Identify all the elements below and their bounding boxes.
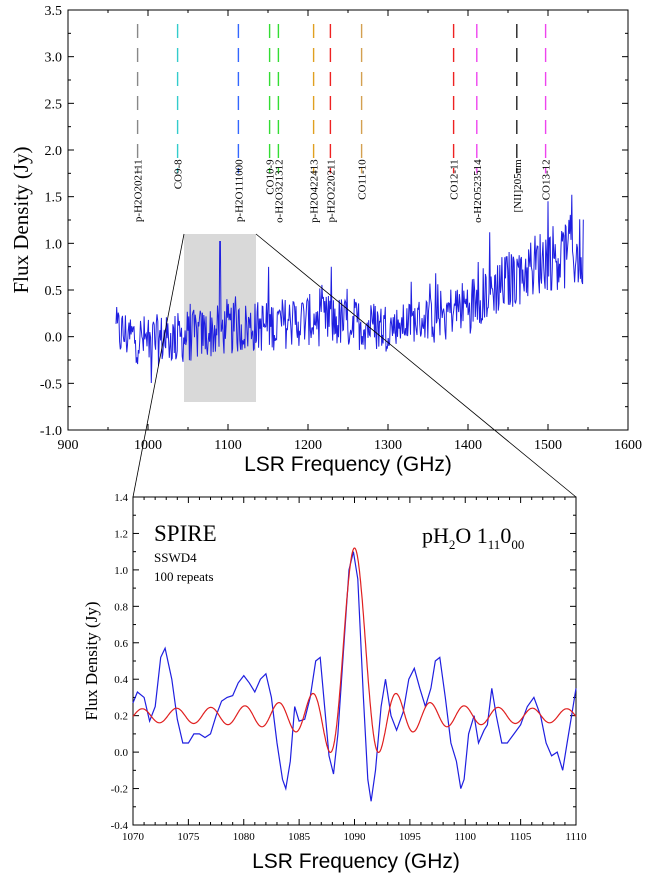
top-x-tick-label: 1500 <box>534 438 562 453</box>
top-y-tick-label: 3.0 <box>45 51 63 66</box>
top-x-axis-label: LSR Frequency (GHz) <box>244 453 452 476</box>
bottom-y-tick-label: -0.2 <box>111 784 128 796</box>
top-y-tick-label: 1.0 <box>45 237 63 252</box>
bottom-x-tick-label: 1110 <box>565 831 587 843</box>
zoom-connector-left <box>132 233 185 498</box>
top-x-tick-label: 1000 <box>134 438 162 453</box>
transition-label-o: O 1 <box>455 523 487 548</box>
top-y-ticks <box>68 9 628 431</box>
bottom-y-ticks <box>133 496 576 826</box>
top-y-tick-label: 1.5 <box>45 191 63 206</box>
spectral-line-label: p-H2O111000 <box>233 159 245 222</box>
model-profile-line <box>132 547 577 753</box>
bottom-x-ticks <box>132 497 577 825</box>
spectral-line-label: o-H2O523514 <box>472 159 484 223</box>
transition-label-sub00: 00 <box>511 537 524 552</box>
spectral-line-label: o-H2O321312 <box>273 159 285 223</box>
top-y-tick-label: 3.5 <box>45 4 63 19</box>
bottom-x-tick-label: 1080 <box>233 831 256 843</box>
bottom-x-tick-labels: 1070 1075 1080 1085 1090 1095 1100 1105 1110 <box>122 831 587 843</box>
spectral-line-label: [NII]205um <box>512 159 524 213</box>
spectral-line-label: p-H2O202111 <box>133 159 145 222</box>
top-y-tick-label: 0.0 <box>45 331 63 346</box>
bottom-x-tick-label: 1075 <box>177 831 200 843</box>
bottom-y-tick-label: 1.0 <box>114 565 128 577</box>
top-y-tick-label: 2.0 <box>45 144 63 159</box>
top-y-tick-label: 0.5 <box>45 284 63 299</box>
bottom-x-tick-label: 1085 <box>288 831 311 843</box>
bottom-y-tick-label: 0.6 <box>114 638 128 650</box>
spectral-line-label: p-H2O422413 <box>309 159 321 223</box>
top-x-tick-label: 900 <box>58 438 79 453</box>
instrument-label: SPIRE <box>154 521 217 546</box>
top-y-tick-labels: -1.0 -0.5 0.0 0.5 1.0 1.5 2.0 2.5 3.0 3.5 <box>40 4 62 439</box>
bottom-y-tick-label: 1.2 <box>114 528 128 540</box>
top-x-ticks <box>67 10 629 430</box>
transition-label-sub11: 11 <box>488 537 501 552</box>
spectral-line-label: p-H2O220211 <box>325 159 337 222</box>
top-x-tick-label: 1300 <box>374 438 402 453</box>
spectral-line-label: CO11-10 <box>357 159 369 200</box>
bottom-series <box>132 547 577 802</box>
transition-label-sub2: 2 <box>449 537 456 552</box>
bottom-y-tick-label: 1.4 <box>114 492 128 504</box>
bottom-panel: 1070 1075 1080 1085 1090 1095 1100 1105 1110 -0.… <box>82 492 587 873</box>
bottom-x-tick-label: 1090 <box>344 831 367 843</box>
top-y-axis-label: Flux Density (Jy) <box>9 146 33 293</box>
bottom-x-tick-label: 1105 <box>510 831 532 843</box>
transition-label: pH2O 111000 <box>422 523 524 552</box>
spectral-line-label: CO10-9 <box>265 159 277 195</box>
top-y-tick-label: -0.5 <box>40 377 62 392</box>
top-spectral-lines: p-H2O202111 CO9-8 p-H2O111000 CO10-9o-H2O32… <box>133 24 553 223</box>
bottom-x-axis-label: LSR Frequency (GHz) <box>252 850 460 873</box>
top-x-tick-label: 1400 <box>454 438 482 453</box>
bottom-y-tick-label: 0.2 <box>114 711 128 723</box>
bottom-x-tick-label: 1070 <box>122 831 145 843</box>
zoom-connector-right <box>255 233 577 498</box>
top-x-tick-label: 1100 <box>214 438 241 453</box>
bottom-x-tick-label: 1100 <box>454 831 476 843</box>
top-spectrum-line <box>115 194 584 384</box>
spectral-line-label: CO13-12 <box>541 159 553 200</box>
bottom-y-tick-label: 0.0 <box>114 747 128 759</box>
bottom-x-tick-label: 1095 <box>399 831 422 843</box>
top-x-tick-label: 1600 <box>614 438 642 453</box>
top-y-tick-label: 2.5 <box>45 97 63 112</box>
bottom-y-tick-label: -0.4 <box>111 820 129 832</box>
bottom-y-tick-label: 0.4 <box>114 674 128 686</box>
top-x-tick-labels: 900 1000 1100 1200 1300 1400 1500 1600 <box>58 438 643 453</box>
observed-spectrum-line <box>132 551 577 802</box>
repeats-label: 100 repeats <box>154 569 214 584</box>
bottom-y-axis-label: Flux Density (Jy) <box>82 602 101 721</box>
spectral-line-label: CO9-8 <box>173 159 185 189</box>
detector-label: SSWD4 <box>154 550 197 565</box>
top-spectrum <box>115 194 584 402</box>
top-y-tick-label: -1.0 <box>40 424 62 439</box>
transition-label-base: pH <box>422 523 449 548</box>
bottom-y-tick-labels: -0.4 -0.2 0.0 0.2 0.4 0.6 0.8 1.0 1.2 1.4 <box>111 492 129 832</box>
zoom-connectors <box>132 233 577 498</box>
spectral-line-label: CO12-11 <box>449 159 461 200</box>
top-x-tick-label: 1200 <box>294 438 322 453</box>
transition-label-zero: 0 <box>500 523 511 548</box>
top-panel: 900 1000 1100 1200 1300 1400 1500 1600 -1.0 -0.5… <box>9 4 642 476</box>
bottom-y-tick-label: 0.8 <box>114 601 128 613</box>
